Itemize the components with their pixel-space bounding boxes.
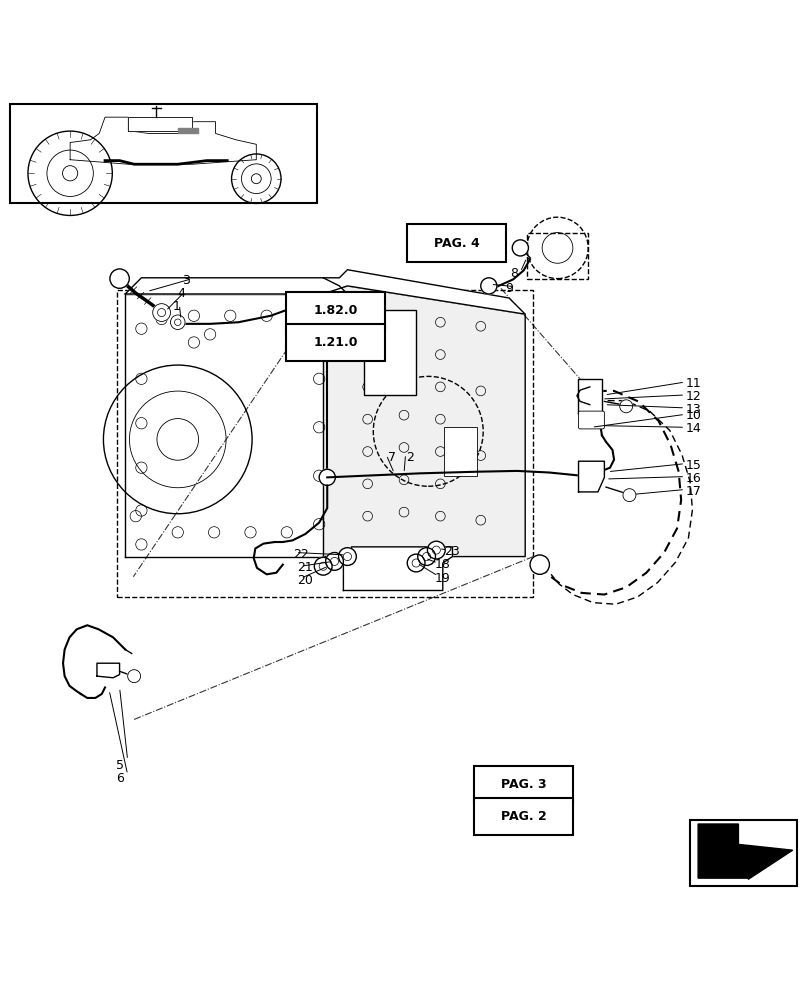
Polygon shape — [343, 547, 452, 590]
FancyBboxPatch shape — [473, 798, 574, 835]
Text: 19: 19 — [435, 572, 451, 585]
FancyBboxPatch shape — [117, 290, 533, 597]
Polygon shape — [125, 278, 347, 294]
Text: 14: 14 — [685, 422, 701, 435]
Text: 11: 11 — [685, 377, 701, 390]
Polygon shape — [125, 294, 323, 557]
Circle shape — [319, 469, 335, 485]
FancyBboxPatch shape — [444, 427, 477, 476]
Text: 1: 1 — [172, 300, 180, 313]
Polygon shape — [323, 286, 525, 557]
Text: 13: 13 — [685, 403, 701, 416]
Circle shape — [418, 548, 436, 565]
Text: 10: 10 — [685, 409, 701, 422]
FancyBboxPatch shape — [690, 820, 797, 886]
Polygon shape — [698, 824, 793, 879]
Text: 8: 8 — [510, 267, 518, 280]
FancyBboxPatch shape — [10, 104, 317, 203]
FancyBboxPatch shape — [364, 310, 416, 395]
FancyBboxPatch shape — [579, 411, 604, 429]
Text: 4: 4 — [177, 287, 185, 300]
Circle shape — [62, 166, 78, 181]
Polygon shape — [178, 128, 198, 133]
Circle shape — [251, 174, 261, 184]
FancyBboxPatch shape — [527, 233, 588, 279]
Text: 5: 5 — [116, 759, 124, 772]
Polygon shape — [578, 379, 602, 413]
Text: 23: 23 — [444, 545, 461, 558]
Circle shape — [326, 553, 343, 570]
Circle shape — [530, 555, 549, 574]
Circle shape — [623, 489, 636, 502]
Text: 6: 6 — [116, 772, 124, 785]
FancyBboxPatch shape — [406, 224, 506, 262]
Text: 20: 20 — [297, 574, 314, 587]
Circle shape — [481, 278, 497, 294]
Text: 16: 16 — [685, 472, 701, 485]
Text: 15: 15 — [685, 459, 701, 472]
Circle shape — [153, 304, 170, 321]
Polygon shape — [579, 461, 604, 492]
Text: 22: 22 — [292, 548, 309, 561]
Text: PAG. 3: PAG. 3 — [501, 778, 546, 791]
Circle shape — [339, 548, 356, 565]
Circle shape — [407, 554, 425, 572]
Text: 21: 21 — [297, 561, 314, 574]
Circle shape — [314, 557, 332, 575]
Text: 17: 17 — [685, 485, 701, 498]
FancyBboxPatch shape — [286, 324, 385, 361]
Circle shape — [110, 269, 129, 288]
Text: 12: 12 — [685, 390, 701, 403]
Text: 18: 18 — [435, 558, 451, 571]
Polygon shape — [323, 270, 525, 314]
Text: PAG. 2: PAG. 2 — [501, 810, 546, 823]
Text: 2: 2 — [406, 451, 415, 464]
Circle shape — [170, 315, 185, 330]
Circle shape — [620, 400, 633, 413]
Text: PAG. 4: PAG. 4 — [434, 237, 479, 250]
Text: 7: 7 — [388, 451, 396, 464]
FancyBboxPatch shape — [473, 766, 574, 803]
FancyBboxPatch shape — [286, 292, 385, 329]
Text: 3: 3 — [182, 274, 190, 287]
Circle shape — [128, 670, 141, 683]
Polygon shape — [70, 117, 256, 164]
Text: 1.21.0: 1.21.0 — [313, 336, 358, 349]
Circle shape — [427, 541, 445, 559]
Circle shape — [512, 240, 528, 256]
Text: 1.82.0: 1.82.0 — [314, 304, 357, 317]
Polygon shape — [128, 117, 192, 131]
Polygon shape — [97, 663, 120, 678]
Text: 9: 9 — [505, 282, 513, 295]
